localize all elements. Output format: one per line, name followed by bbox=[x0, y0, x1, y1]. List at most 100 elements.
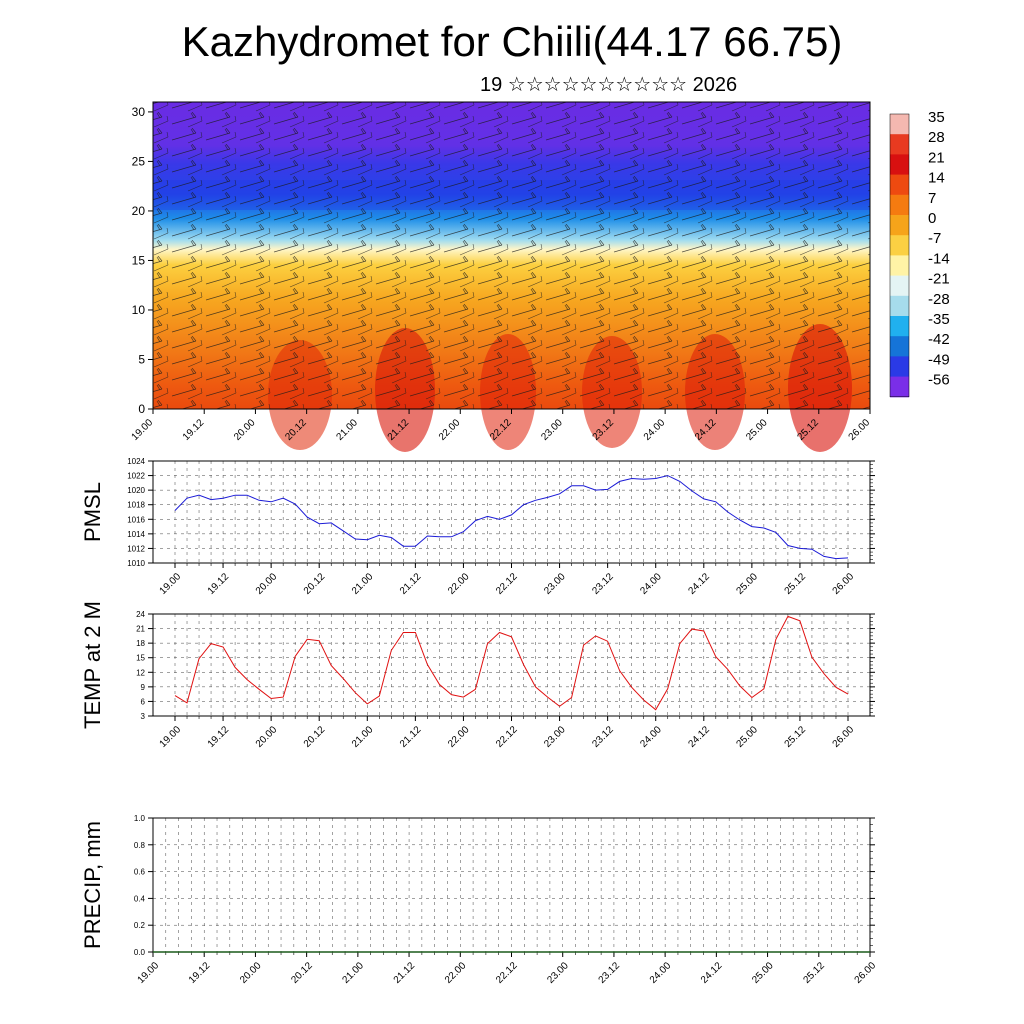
x-tick-label: 22.00 bbox=[446, 571, 472, 597]
y-tick-label: 1020 bbox=[127, 486, 145, 495]
x-tick-label: 20.00 bbox=[232, 417, 258, 443]
x-tick-label: 19.00 bbox=[158, 571, 184, 597]
x-tick-label: 23.00 bbox=[542, 724, 568, 750]
colorbar-swatch bbox=[890, 295, 909, 317]
y-tick-label: 0.8 bbox=[134, 841, 146, 850]
x-tick-label: 22.12 bbox=[494, 571, 520, 597]
x-tick-label: 26.00 bbox=[853, 960, 879, 986]
x-tick-label: 20.00 bbox=[254, 724, 280, 750]
colorbar: 35 28 21 14 7 0 -7 -14 -21 -28 -35 -42 -49 -56 bbox=[889, 109, 950, 398]
x-tick-label: 23.00 bbox=[542, 571, 568, 597]
y-tick-label: 12 bbox=[136, 668, 145, 677]
x-tick-label: 26.00 bbox=[831, 724, 857, 750]
y-axis-title: PMSL bbox=[80, 482, 105, 542]
temp-2m-panel: 3 6 9 12 15 18 21 24 19.00 19.12 20.00 20.12 21.00 21… bbox=[80, 601, 875, 750]
y-tick-label: 1010 bbox=[127, 559, 145, 568]
x-tick-label: 23.12 bbox=[590, 724, 616, 750]
colorbar-swatch bbox=[890, 154, 909, 176]
x-tick-label: 24.00 bbox=[648, 960, 674, 986]
x-tick-label: 23.00 bbox=[545, 960, 571, 986]
y-tick-label: 10 bbox=[132, 303, 146, 317]
colorbar-swatch bbox=[890, 174, 909, 196]
x-tick-label: 25.00 bbox=[735, 571, 761, 597]
y-tick-label: 30 bbox=[132, 105, 146, 119]
y-axis-title: TEMP at 2 M bbox=[80, 601, 105, 729]
colorbar-label: 35 bbox=[928, 109, 945, 126]
y-axis-title: PRECIP, mm bbox=[80, 821, 105, 949]
y-tick-label: 1022 bbox=[127, 472, 145, 481]
y-tick-label: 25 bbox=[132, 154, 146, 168]
x-tick-label: 26.00 bbox=[831, 571, 857, 597]
colorbar-swatch bbox=[890, 376, 909, 398]
y-tick-label: 1024 bbox=[127, 457, 145, 466]
x-tick-label: 19.12 bbox=[206, 724, 232, 750]
x-tick-label: 19.12 bbox=[206, 571, 232, 597]
y-axis: 0 5 10 15 20 25 30 bbox=[132, 105, 153, 416]
colorbar-swatch bbox=[890, 356, 909, 378]
wind-barbs bbox=[153, 102, 870, 409]
x-tick-label: 21.00 bbox=[335, 417, 361, 443]
x-tick-label: 19.00 bbox=[130, 417, 156, 443]
y-tick-label: 0.0 bbox=[134, 948, 146, 957]
y-tick-label: 1016 bbox=[127, 515, 145, 524]
x-tick-label: 21.00 bbox=[350, 571, 376, 597]
colorbar-swatch bbox=[890, 134, 909, 155]
x-tick-label: 25.00 bbox=[735, 724, 761, 750]
x-tick-label: 19.12 bbox=[181, 417, 207, 443]
x-tick-label: 21.00 bbox=[341, 960, 367, 986]
x-tick-label: 19.00 bbox=[136, 960, 162, 986]
x-tick-label: 23.00 bbox=[539, 417, 565, 443]
colorbar-swatch bbox=[890, 316, 909, 337]
chart-title: Kazhydromet for Chiili(44.17 66.75) bbox=[181, 18, 843, 65]
y-tick-label: 15 bbox=[136, 654, 145, 663]
x-tick-label: 26.00 bbox=[847, 417, 873, 443]
x-tick-label: 23.12 bbox=[590, 571, 616, 597]
colorbar-label: -49 bbox=[928, 351, 950, 368]
colorbar-swatch bbox=[890, 235, 909, 256]
x-tick-label: 20.12 bbox=[302, 571, 328, 597]
x-tick-label: 24.12 bbox=[699, 960, 725, 986]
colorbar-swatch bbox=[890, 215, 909, 236]
y-tick-label: 0.4 bbox=[134, 894, 146, 903]
colorbar-frame bbox=[889, 113, 910, 398]
y-tick-label: 15 bbox=[132, 253, 146, 267]
colorbar-swatch bbox=[890, 194, 909, 216]
x-tick-label: 24.00 bbox=[642, 417, 668, 443]
x-tick-label: 23.12 bbox=[597, 960, 623, 986]
y-tick-label: 0.6 bbox=[134, 868, 146, 877]
colorbar-label: -21 bbox=[928, 271, 950, 288]
x-tick-label: 22.12 bbox=[494, 960, 520, 986]
colorbar-label: 28 bbox=[928, 129, 945, 146]
x-tick-label: 24.12 bbox=[686, 571, 712, 597]
y-tick-label: 1018 bbox=[127, 501, 145, 510]
y-tick-label: 20 bbox=[132, 204, 146, 218]
y-tick-label: 21 bbox=[136, 625, 145, 634]
colorbar-label: 21 bbox=[928, 149, 945, 166]
x-tick-label: 21.12 bbox=[392, 960, 418, 986]
precip-panel: 0.0 0.2 0.4 0.6 0.8 1.0 19.00 19.12 20.00 20.12 21… bbox=[80, 814, 878, 986]
x-tick-label: 21.12 bbox=[398, 571, 424, 597]
y-tick-label: 0 bbox=[138, 402, 145, 416]
y-tick-label: 1012 bbox=[127, 544, 145, 553]
x-tick-label: 20.00 bbox=[238, 960, 264, 986]
x-tick-label: 19.00 bbox=[158, 724, 184, 750]
x-tick-label: 24.00 bbox=[638, 571, 664, 597]
x-tick-label: 24.12 bbox=[686, 724, 712, 750]
y-tick-label: 6 bbox=[141, 697, 146, 706]
colorbar-swatch bbox=[890, 336, 909, 357]
colorbar-label: 0 bbox=[928, 210, 936, 227]
x-tick-label: 20.00 bbox=[254, 571, 280, 597]
y-tick-label: 1.0 bbox=[134, 814, 146, 823]
x-tick-label: 25.12 bbox=[783, 571, 809, 597]
x-tick-label: 25.12 bbox=[801, 960, 827, 986]
x-tick-label: 25.12 bbox=[783, 724, 809, 750]
x-tick-label: 22.00 bbox=[443, 960, 469, 986]
x-tick-label: 20.12 bbox=[302, 724, 328, 750]
colorbar-label: 14 bbox=[928, 170, 945, 187]
series-line bbox=[174, 475, 849, 560]
y-tick-label: 5 bbox=[138, 352, 145, 366]
chart-subtitle: 19 ☆☆☆☆☆☆☆☆☆☆ 2026 bbox=[480, 74, 738, 96]
colorbar-label: -7 bbox=[928, 230, 941, 247]
